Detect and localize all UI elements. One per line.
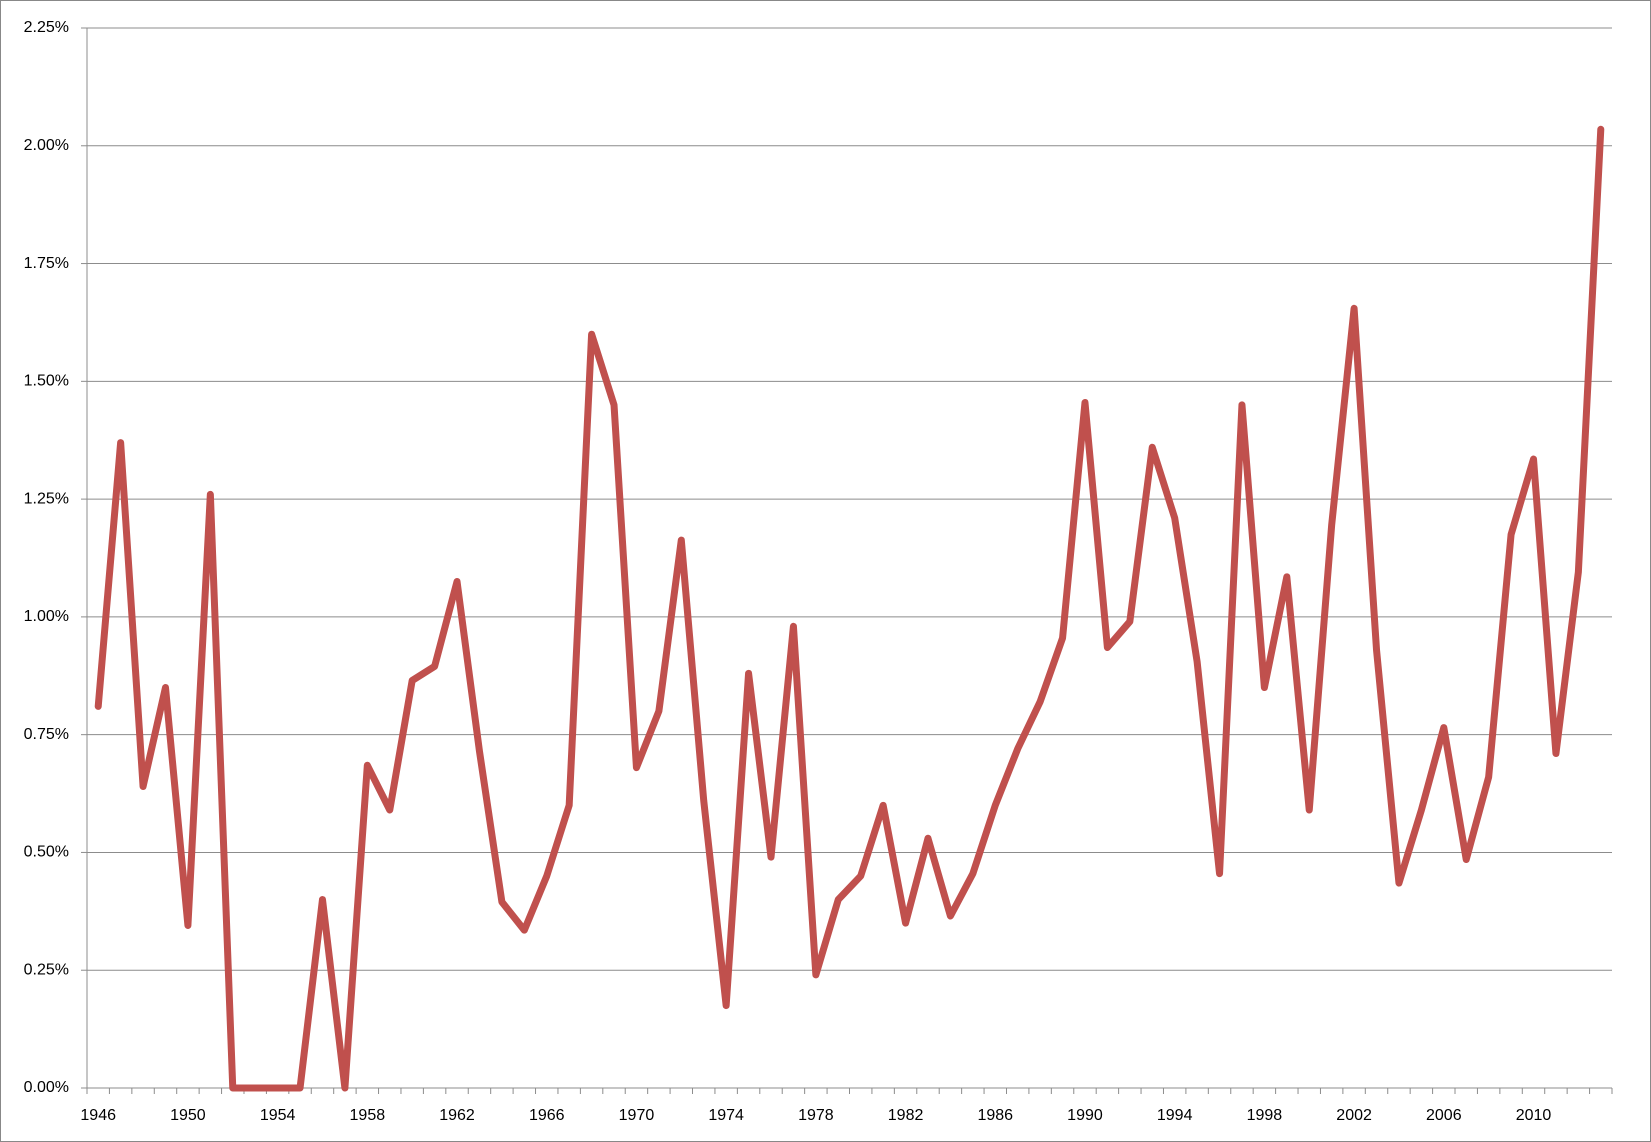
x-tick-label: 1990 (1067, 1107, 1103, 1124)
x-tick-label: 1974 (708, 1107, 744, 1124)
y-tick-label: 0.25% (24, 961, 69, 978)
y-tick-label: 1.50% (24, 373, 69, 390)
y-tick-label: 2.00% (24, 137, 69, 154)
x-tick-label: 1986 (977, 1107, 1013, 1124)
x-tick-label: 1950 (170, 1107, 206, 1124)
y-tick-label: 0.00% (24, 1079, 69, 1096)
x-tick-label: 1958 (350, 1107, 386, 1124)
x-tick-label: 1978 (798, 1107, 834, 1124)
y-tick-label: 1.00% (24, 608, 69, 625)
x-tick-label: 1982 (888, 1107, 924, 1124)
line-series (94, 125, 1605, 1092)
y-tick-label: 2.25% (24, 19, 69, 36)
x-tick-label: 2002 (1336, 1107, 1372, 1124)
x-tick-label: 1994 (1157, 1107, 1193, 1124)
y-tick-label: 1.75% (24, 255, 69, 272)
y-tick-label: 0.50% (24, 844, 69, 861)
x-tick-label: 1962 (439, 1107, 475, 1124)
y-tick-label: 0.75% (24, 726, 69, 743)
x-tick-label: 2010 (1516, 1107, 1552, 1124)
x-tick-label: 1966 (529, 1107, 565, 1124)
x-tick-label: 1970 (619, 1107, 655, 1124)
y-tick-label: 1.25% (24, 490, 69, 507)
x-tick-label: 1998 (1247, 1107, 1283, 1124)
x-tick-label: 2006 (1426, 1107, 1462, 1124)
x-tick-label: 1946 (80, 1107, 116, 1124)
x-tick-label: 1954 (260, 1107, 296, 1124)
